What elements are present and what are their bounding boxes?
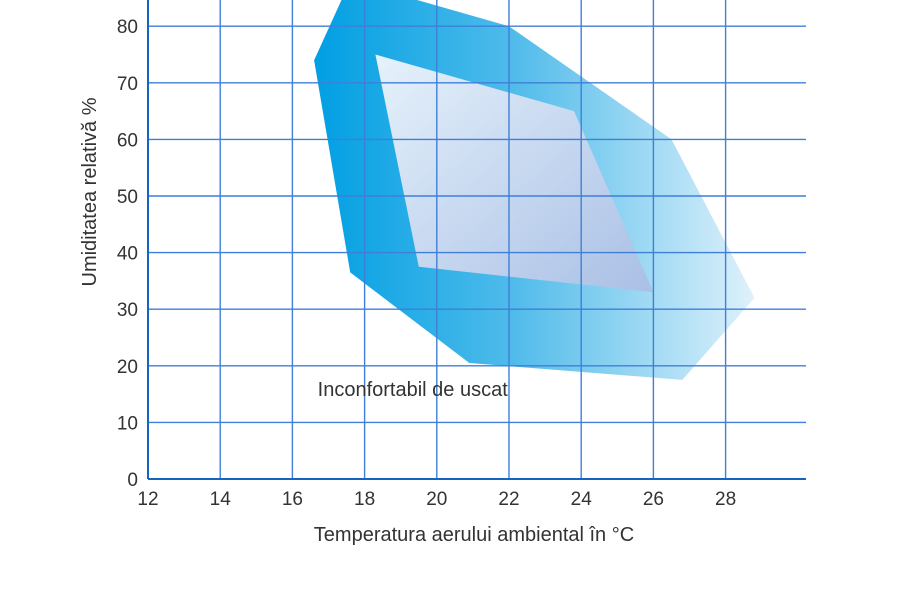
x-axis-title: Temperatura aerului ambiental în °C <box>314 524 634 546</box>
y-tick-label: 30 <box>117 300 138 321</box>
comfort-zones <box>314 0 755 380</box>
y-tick-label: 10 <box>117 413 138 434</box>
tick-labels: 12 14 16 18 20 22 24 26 28 0 10 20 30 40 50 60 70 80 <box>117 17 736 510</box>
comfort-zone-inner <box>375 54 654 293</box>
x-tick-label: 14 <box>210 489 232 510</box>
x-tick-label: 12 <box>137 489 158 510</box>
x-tick-label: 22 <box>498 489 519 510</box>
x-tick-label: 20 <box>426 489 447 510</box>
y-tick-label: 60 <box>117 130 138 151</box>
x-tick-label: 26 <box>643 489 664 510</box>
y-tick-label: 70 <box>117 74 138 95</box>
x-tick-label: 28 <box>715 489 736 510</box>
y-axis-title: Umiditatea relativă % <box>79 97 101 286</box>
grid <box>148 0 806 479</box>
y-tick-label: 50 <box>117 187 138 208</box>
x-tick-label: 24 <box>571 489 593 510</box>
y-tick-label: 80 <box>117 17 138 38</box>
y-tick-label: 40 <box>117 244 138 265</box>
y-tick-label: 0 <box>127 470 138 491</box>
axes <box>147 0 806 480</box>
annotation-uncomfortable-dry: Inconfortabil de uscat <box>318 379 509 401</box>
x-tick-label: 16 <box>282 489 303 510</box>
y-tick-label: 20 <box>117 357 138 378</box>
x-tick-label: 18 <box>354 489 375 510</box>
